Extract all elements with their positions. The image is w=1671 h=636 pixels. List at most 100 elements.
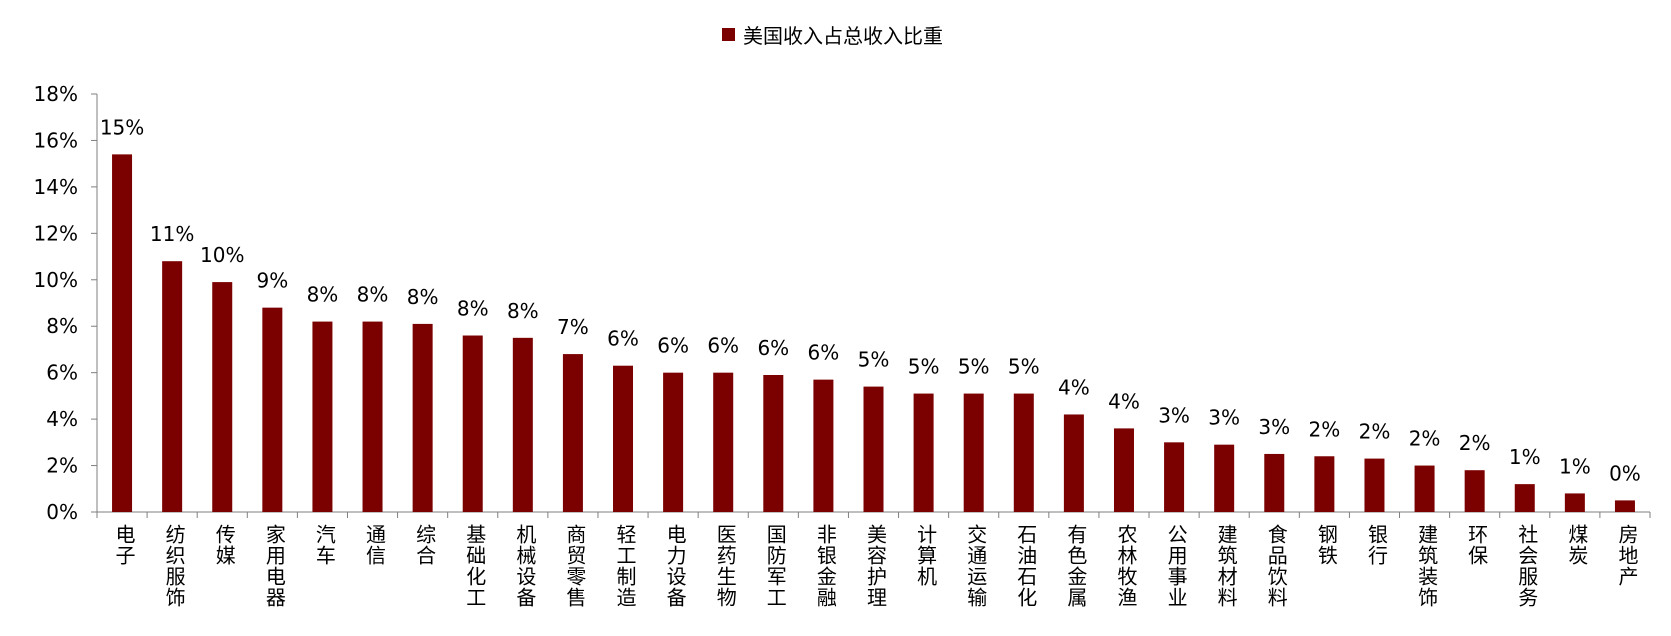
bar — [1264, 453, 1285, 512]
bar — [1214, 444, 1235, 512]
legend: 美国收入占总收入比重 — [722, 20, 943, 49]
data-label: 8% — [307, 283, 339, 307]
data-label: 8% — [407, 285, 439, 309]
bar — [1113, 428, 1134, 512]
bar — [462, 335, 483, 512]
data-label: 6% — [657, 334, 689, 358]
bar — [1514, 484, 1535, 512]
y-tick-label: 12% — [34, 221, 78, 245]
bar — [963, 393, 984, 512]
y-tick-label: 8% — [46, 314, 78, 338]
y-tick-label: 0% — [46, 500, 78, 524]
data-label: 2% — [1459, 431, 1491, 455]
bar — [262, 307, 283, 512]
x-tick-label: 纺织服饰 — [162, 524, 186, 608]
bar — [312, 321, 333, 512]
x-tick-label: 医药生物 — [713, 524, 737, 608]
data-label: 6% — [607, 327, 639, 351]
data-label: 2% — [1359, 420, 1391, 444]
x-tick-label: 美容护理 — [864, 524, 888, 608]
x-tick-label: 家用电器 — [262, 524, 286, 608]
data-label: 1% — [1559, 454, 1591, 478]
x-tick-label: 建筑材料 — [1214, 524, 1238, 608]
y-tick-label: 18% — [34, 82, 78, 106]
bar — [1164, 442, 1185, 512]
data-label: 1% — [1509, 445, 1541, 469]
bar — [512, 337, 533, 512]
x-tick-label: 计算机 — [914, 524, 938, 587]
bar — [1564, 493, 1585, 512]
x-tick-label: 非银金融 — [813, 524, 837, 608]
y-tick-label: 16% — [34, 128, 78, 152]
x-tick-label: 环保 — [1465, 524, 1489, 566]
x-tick-label: 汽车 — [312, 524, 336, 566]
bar — [112, 154, 133, 512]
data-label: 3% — [1208, 406, 1240, 430]
x-tick-label: 石油石化 — [1014, 524, 1038, 608]
bar — [1314, 456, 1335, 512]
x-tick-label: 社会服务 — [1515, 524, 1539, 608]
x-tick-label: 公用事业 — [1164, 524, 1188, 608]
data-label: 5% — [908, 355, 940, 379]
data-label: 7% — [557, 315, 589, 339]
data-label: 5% — [858, 348, 890, 372]
data-label: 10% — [200, 243, 244, 267]
bar — [1364, 458, 1385, 512]
data-label: 9% — [256, 269, 288, 293]
legend-label: 美国收入占总收入比重 — [743, 24, 943, 48]
x-tick-label: 通信 — [363, 524, 387, 566]
x-tick-label: 综合 — [413, 524, 437, 566]
x-tick-label: 国防军工 — [763, 524, 787, 608]
x-tick-label: 农林牧渔 — [1114, 524, 1138, 608]
bar — [863, 386, 884, 512]
y-tick-label: 2% — [46, 454, 78, 478]
bar — [1464, 470, 1485, 512]
data-label: 6% — [757, 336, 789, 360]
y-tick-label: 14% — [34, 175, 78, 199]
data-label: 15% — [100, 115, 144, 139]
data-label: 6% — [707, 334, 739, 358]
x-tick-label: 有色金属 — [1064, 524, 1088, 608]
bar — [913, 393, 934, 512]
bar — [562, 354, 583, 512]
bar — [1013, 393, 1034, 512]
bar — [713, 372, 734, 512]
bar — [212, 282, 233, 512]
y-tick-label: 6% — [46, 361, 78, 385]
x-tick-label: 电力设备 — [663, 524, 687, 608]
bar — [1614, 500, 1635, 512]
bar — [813, 379, 834, 512]
bar — [1414, 465, 1435, 512]
x-tick-label: 轻工制造 — [613, 524, 637, 608]
bar — [763, 374, 784, 512]
data-label: 4% — [1058, 375, 1090, 399]
x-tick-label: 机械设备 — [513, 524, 537, 608]
data-label: 5% — [958, 355, 990, 379]
data-label: 8% — [457, 297, 489, 321]
data-label: 3% — [1258, 415, 1290, 439]
x-tick-label: 商贸零售 — [563, 524, 587, 608]
bar — [613, 365, 634, 512]
data-label: 8% — [507, 299, 539, 323]
bar — [362, 321, 383, 512]
data-label: 6% — [808, 341, 840, 365]
y-tick-label: 10% — [34, 268, 78, 292]
data-label: 5% — [1008, 355, 1040, 379]
x-tick-label: 建筑装饰 — [1415, 524, 1439, 608]
bar — [663, 372, 684, 512]
x-tick-label: 电子 — [112, 524, 136, 566]
x-tick-label: 食品饮料 — [1264, 524, 1288, 608]
y-tick-label: 4% — [46, 407, 78, 431]
x-tick-label: 房地产 — [1615, 524, 1639, 587]
bar — [1063, 414, 1084, 512]
x-tick-label: 钢铁 — [1314, 524, 1338, 566]
data-label: 3% — [1158, 403, 1190, 427]
x-tick-label: 基础化工 — [463, 524, 487, 608]
data-label: 2% — [1309, 417, 1341, 441]
data-label: 0% — [1609, 461, 1641, 485]
data-label: 11% — [150, 222, 194, 246]
bar — [162, 261, 183, 512]
legend-swatch — [722, 28, 735, 41]
bar — [412, 323, 433, 512]
